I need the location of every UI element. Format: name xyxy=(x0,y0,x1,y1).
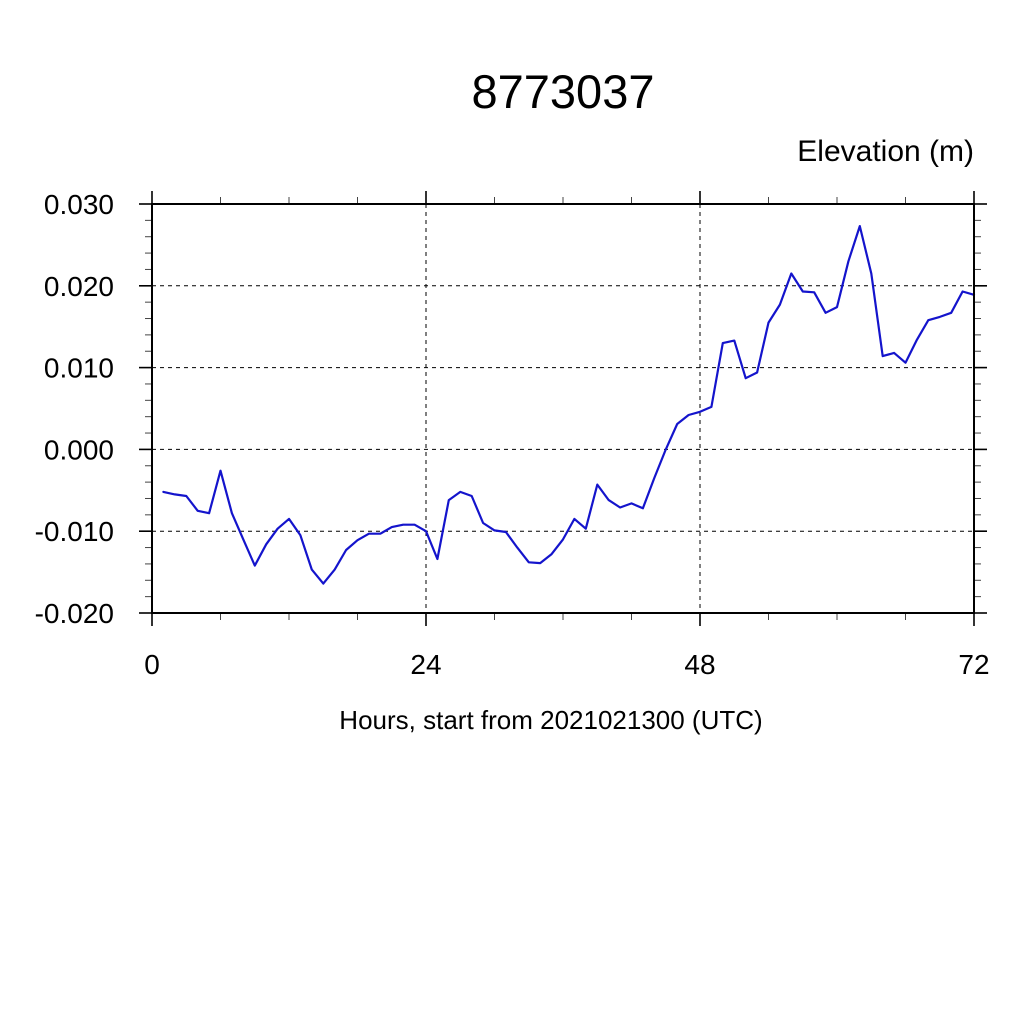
y-tick-label: 0.010 xyxy=(44,353,114,384)
y-axis-title: Elevation (m) xyxy=(797,135,974,168)
y-tick-label: 0.000 xyxy=(44,434,114,465)
elevation-line xyxy=(162,225,976,585)
x-tick-label: 72 xyxy=(958,649,989,680)
plot-box xyxy=(151,203,975,614)
y-tick-label: -0.010 xyxy=(35,516,114,547)
y-tick-label: -0.020 xyxy=(35,598,114,629)
y-tick-label: 0.020 xyxy=(44,271,114,302)
x-tick-label: 48 xyxy=(684,649,715,680)
x-axis-label: Hours, start from 2021021300 (UTC) xyxy=(339,705,763,735)
x-tick-label: 24 xyxy=(410,649,441,680)
y-tick-label: 0.030 xyxy=(44,189,114,220)
chart-title: 8773037 xyxy=(471,65,655,118)
x-tick-label: 0 xyxy=(144,649,160,680)
